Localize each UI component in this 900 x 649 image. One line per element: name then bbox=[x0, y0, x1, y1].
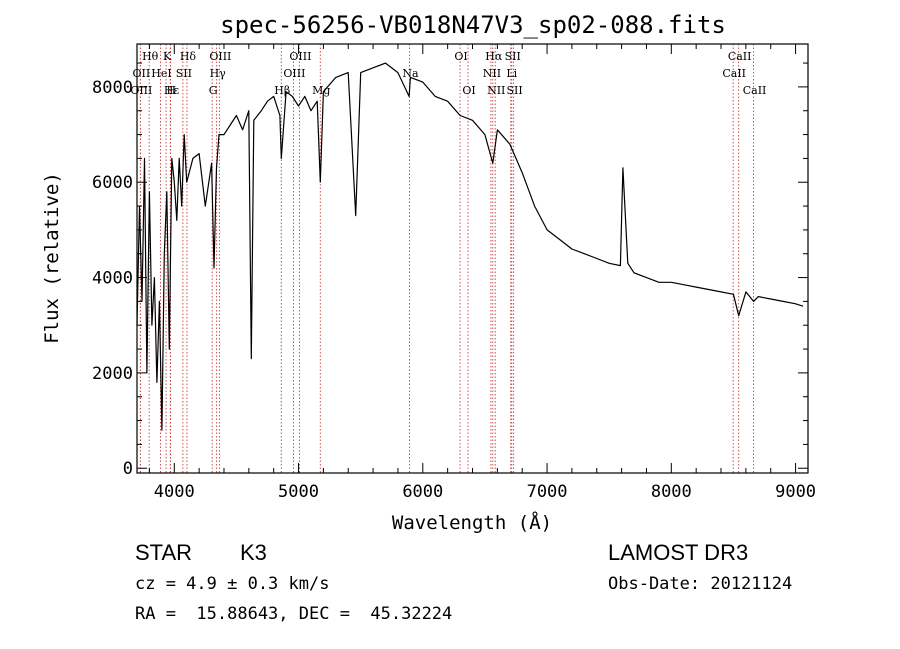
line-marker-label: Hθ bbox=[142, 50, 159, 63]
line-marker-label: CaII bbox=[722, 67, 746, 80]
obs-date: Obs-Date: 20121124 bbox=[608, 574, 793, 594]
line-marker-label: OI bbox=[454, 50, 467, 63]
y-tick-label: 2000 bbox=[92, 364, 133, 384]
plot-frame bbox=[136, 43, 809, 474]
line-marker-label: HeI bbox=[151, 67, 171, 80]
x-tick-label: 8000 bbox=[651, 482, 692, 502]
y-tick-label: 0 bbox=[123, 459, 133, 479]
x-tick-label: 4000 bbox=[154, 482, 195, 502]
line-marker-label: K bbox=[163, 50, 172, 63]
line-marker-label: H bbox=[167, 84, 177, 97]
y-tick-label: 6000 bbox=[92, 173, 133, 193]
line-marker-label: SII bbox=[176, 67, 192, 80]
line-marker-label: OIII bbox=[283, 67, 305, 80]
x-tick-label: 6000 bbox=[402, 482, 443, 502]
line-marker-label: Li bbox=[506, 67, 517, 80]
spectrum-line bbox=[136, 62, 804, 431]
survey-name: LAMOST DR3 bbox=[608, 540, 749, 565]
redshift-text: cz = 4.9 ± 0.3 km/s bbox=[135, 574, 330, 594]
emission-line-markers bbox=[139, 44, 755, 473]
x-tick-label: 7000 bbox=[527, 482, 568, 502]
line-marker-label: OIII bbox=[130, 84, 152, 97]
y-axis-ticks: 0 2000 4000 6000 8000 bbox=[92, 62, 808, 479]
line-marker-label: Hβ bbox=[274, 84, 290, 97]
y-axis-label: Flux (relative) bbox=[41, 172, 63, 344]
line-marker-label: CaII bbox=[728, 50, 752, 63]
x-axis-label: Wavelength (Å) bbox=[392, 511, 552, 534]
line-marker-label: Na bbox=[402, 67, 419, 80]
x-axis-ticks: 4000 5000 6000 7000 8000 9000 bbox=[148, 44, 816, 502]
object-subclass: K3 bbox=[240, 540, 267, 565]
x-tick-label: 5000 bbox=[278, 482, 319, 502]
line-marker-label: Hγ bbox=[210, 67, 227, 80]
line-marker-label: SII bbox=[505, 50, 521, 63]
line-marker-label: NII bbox=[487, 84, 505, 97]
object-class: STAR bbox=[135, 540, 193, 565]
line-marker-label: Mg bbox=[312, 84, 330, 97]
chart-title: spec-56256-VB018N47V3_sp02-088.fits bbox=[220, 11, 726, 39]
emission-line-labels: Hθ OII OIII K HeI Hε Hδ SII H OIII Hγ G OIII OIII Hβ Mg… bbox=[130, 50, 766, 97]
line-marker-label: Hδ bbox=[180, 50, 197, 63]
y-tick-label: 4000 bbox=[92, 269, 133, 289]
line-marker-label: Hε bbox=[164, 84, 180, 97]
line-marker-label: G bbox=[209, 84, 218, 97]
line-marker-label: OI bbox=[462, 84, 475, 97]
line-marker-label: Hα bbox=[485, 50, 503, 63]
line-marker-label: CaII bbox=[743, 84, 767, 97]
y-tick-label: 8000 bbox=[92, 78, 133, 98]
x-tick-label: 9000 bbox=[775, 482, 816, 502]
line-marker-label: OIII bbox=[289, 50, 311, 63]
line-marker-label: SII bbox=[507, 84, 523, 97]
line-marker-label: OIII bbox=[209, 50, 231, 63]
coordinates-text: RA = 15.88643, DEC = 45.32224 bbox=[135, 604, 453, 624]
line-marker-label: NII bbox=[483, 67, 501, 80]
line-marker-label: OII bbox=[132, 67, 150, 80]
